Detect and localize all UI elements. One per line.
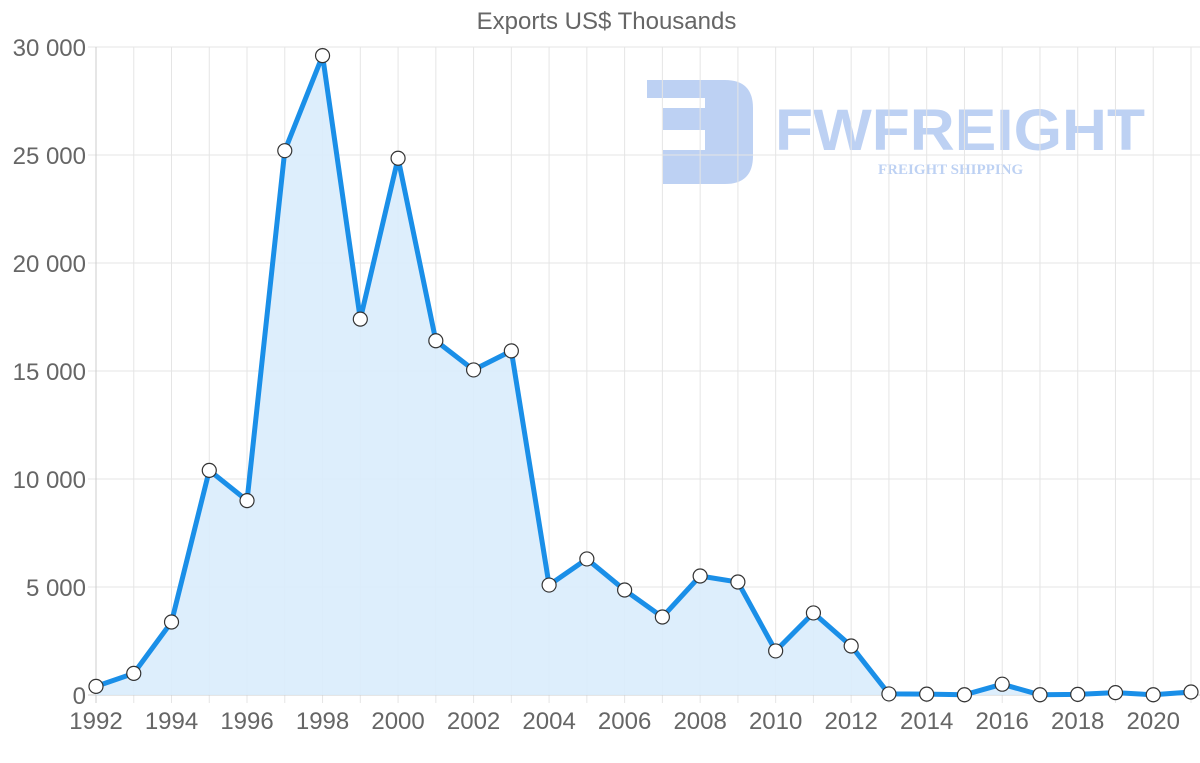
data-point-1992[interactable] xyxy=(88,678,104,694)
x-tick-label: 2008 xyxy=(673,708,726,735)
data-point-1995[interactable] xyxy=(201,462,217,478)
data-point-2016[interactable] xyxy=(994,676,1010,692)
data-point-2004[interactable] xyxy=(541,577,557,593)
data-point-2014[interactable] xyxy=(919,686,935,702)
x-axis-ticks: 1992 1994 1996 1998 2000 2002 2004 2006 2008 2010… xyxy=(69,708,1180,735)
x-tick-label: 2000 xyxy=(371,708,424,735)
data-point-2010[interactable] xyxy=(768,643,784,659)
data-point-2002[interactable] xyxy=(465,362,482,378)
y-tick-label: 20 000 xyxy=(13,251,86,278)
fwfreight-watermark-logo: FWFREIGHT FREIGHT SHIPPING xyxy=(647,80,1145,184)
data-point-2018[interactable] xyxy=(1070,686,1086,702)
data-point-2020[interactable] xyxy=(1145,687,1161,703)
x-tick-label: 2006 xyxy=(598,708,651,735)
y-tick-label: 30 000 xyxy=(13,35,86,62)
x-tick-label: 1994 xyxy=(145,708,198,735)
x-tick-label: 2012 xyxy=(824,708,877,735)
data-point-2007[interactable] xyxy=(654,609,670,625)
data-point-2009[interactable] xyxy=(730,574,746,590)
data-points xyxy=(88,48,1199,703)
data-point-2021[interactable] xyxy=(1183,684,1199,700)
data-point-2001[interactable] xyxy=(428,333,444,349)
data-point-2015[interactable] xyxy=(956,687,973,703)
data-point-2005[interactable] xyxy=(579,551,595,567)
watermark-tagline: FREIGHT SHIPPING xyxy=(878,162,1023,178)
data-point-1994[interactable] xyxy=(163,614,180,630)
y-tick-label: 10 000 xyxy=(13,467,86,494)
y-tick-label: 25 000 xyxy=(13,143,86,170)
x-tick-label: 2020 xyxy=(1127,708,1180,735)
y-tick-label: 15 000 xyxy=(13,359,86,386)
y-tick-label: 5 000 xyxy=(26,575,86,602)
data-point-1997[interactable] xyxy=(277,143,293,159)
chart-title: Exports US$ Thousands xyxy=(476,8,737,35)
data-point-2012[interactable] xyxy=(843,638,859,654)
y-axis-ticks: 0 5 000 10 000 15 000 20 000 25 000 30 000 xyxy=(13,35,86,710)
x-tick-label: 2002 xyxy=(447,708,500,735)
x-tick-label: 2016 xyxy=(976,708,1029,735)
x-tick-label: 2010 xyxy=(749,708,802,735)
x-tick-label: 2018 xyxy=(1051,708,1104,735)
data-point-2000[interactable] xyxy=(390,150,406,166)
fwfreight-logo-icon xyxy=(647,80,753,184)
watermark-brand: FWFREIGHT xyxy=(775,98,1145,163)
data-point-1996[interactable] xyxy=(239,493,255,509)
data-point-1998[interactable] xyxy=(314,48,331,64)
x-tick-label: 1998 xyxy=(296,708,349,735)
x-tick-label: 1992 xyxy=(69,708,122,735)
y-tick-label: 0 xyxy=(73,683,86,710)
data-point-1999[interactable] xyxy=(352,311,368,327)
x-tick-label: 2014 xyxy=(900,708,953,735)
data-point-2003[interactable] xyxy=(503,343,519,359)
data-point-2013[interactable] xyxy=(881,686,897,702)
data-point-2017[interactable] xyxy=(1032,687,1048,703)
data-point-2006[interactable] xyxy=(617,582,633,598)
area-fill xyxy=(96,55,1191,695)
data-point-2008[interactable] xyxy=(692,568,708,584)
data-point-1993[interactable] xyxy=(126,665,142,682)
x-tick-label: 2004 xyxy=(522,708,575,735)
data-point-2011[interactable] xyxy=(805,605,822,621)
data-point-2019[interactable] xyxy=(1107,685,1124,701)
x-tick-label: 1996 xyxy=(220,708,273,735)
